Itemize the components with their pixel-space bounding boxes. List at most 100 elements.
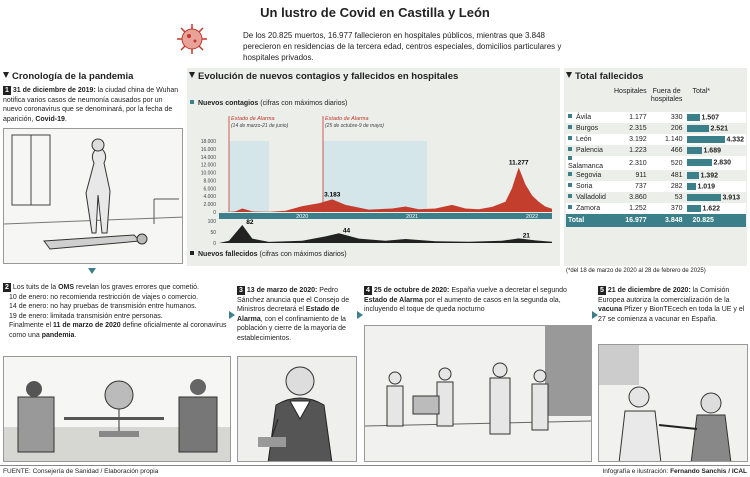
total-bar (686, 193, 721, 201)
row-marker (568, 147, 572, 151)
fuera-value: 481 (670, 172, 683, 179)
y-tick-label: 2.000 (203, 202, 216, 208)
total-row: Palencia 1.223 466 1.689 (566, 145, 746, 156)
total-row: Segovia 911 481 1.392 (566, 170, 746, 181)
prov-name: Valladolid (566, 192, 612, 203)
fuera-value: 520 (670, 159, 683, 167)
total-value: 1.019 (697, 183, 715, 191)
arrow-icon (229, 311, 235, 319)
total-value: 1.507 (701, 114, 719, 122)
peak-label: 11.277 (509, 160, 529, 167)
row-marker (568, 114, 572, 118)
y-tick-label: 16.000 (201, 147, 217, 153)
prov-name: Soria (566, 181, 612, 192)
footer-source: FUENTE: Consejería de Sanidad / Elaborac… (3, 468, 159, 475)
peak-label: 3.183 (324, 191, 341, 198)
hosp-value: 737 (635, 183, 647, 190)
item1-text: 1 31 de diciembre de 2019: la ciudad chin… (3, 86, 179, 123)
alarm-label: Estado de Alarma (325, 116, 369, 122)
total-sum-row: Total 16.977 3.848 20.825 (566, 214, 746, 227)
y-tick-label: 0 (213, 241, 216, 247)
hosp-value: 3.192 (629, 136, 647, 143)
total-bar (686, 135, 725, 143)
alarm-band-1 (229, 141, 269, 212)
total-row: Valladolid 3.860 53 3.913 (566, 192, 746, 203)
total-value: 2.830 (713, 159, 731, 167)
triangle-icon (3, 72, 9, 78)
total-row: León 3.192 1.140 4.332 (566, 134, 746, 145)
total-bar (686, 182, 696, 190)
item2-text: 2 Los tuits de la OMS revelan los graves … (3, 283, 227, 339)
total-row: Zamora 1.252 370 1.622 (566, 203, 746, 214)
total-bar (686, 204, 701, 212)
illustration-sanchez (237, 356, 357, 462)
y-tick-label: 12.000 (201, 163, 217, 169)
total-row: Ávila 1.177 330 1.507 (566, 112, 746, 123)
total-value: 1.689 (703, 147, 721, 155)
alarm-band-2 (323, 141, 427, 212)
triangle-icon (566, 72, 572, 78)
year-label: 2020 (296, 214, 308, 220)
hosp-value: 2.310 (629, 159, 647, 167)
y-tick-label: 6.000 (203, 186, 216, 192)
hosp-value: 3.860 (629, 194, 647, 201)
total-value: 2.521 (710, 125, 728, 133)
total-value: 1.392 (700, 172, 718, 180)
alarm-dates: (14 de marzo-21 de junio) (231, 123, 289, 129)
hosp-value: 1.177 (629, 114, 647, 121)
prov-name: Ávila (566, 112, 612, 123)
contagios-area (219, 167, 552, 212)
alarm-dates: (25 de octubre-9 de mayo) (325, 123, 384, 129)
year-label: 2022 (526, 214, 538, 220)
peak-label: 21 (523, 232, 531, 239)
item4-text: 4 25 de octubre de 2020: España vuelve a … (364, 286, 567, 313)
peak-label: 82 (246, 219, 254, 226)
y-tick-label: 0 (213, 210, 216, 216)
row-marker (568, 172, 572, 176)
total-panel (564, 68, 747, 266)
total-bar (686, 159, 712, 167)
item3-text: 3 13 de marzo de 2020: Pedro Sánchez anun… (237, 286, 350, 342)
prov-name: León (566, 134, 612, 145)
page-title: Un lustro de Covid en Castilla y León (260, 5, 490, 20)
total-heading: Total fallecidos (566, 71, 643, 82)
y-tick-label: 50 (210, 230, 216, 236)
row-marker (568, 205, 572, 209)
prov-name: Segovia (566, 170, 612, 181)
total-row: Soria 737 282 1.019 (566, 181, 746, 192)
y-tick-label: 14.000 (201, 155, 217, 161)
col-total: Total* (692, 88, 711, 95)
hosp-value: 1.252 (629, 205, 647, 212)
y-tick-label: 4.000 (203, 194, 216, 200)
fallecidos-area (219, 225, 552, 243)
fuera-value: 370 (670, 205, 683, 212)
illustration-vacuna (598, 344, 748, 462)
total-bar (686, 113, 700, 121)
fuera-value: 1.140 (664, 136, 683, 143)
item5-text: 5 21 de diciembre de 2020: la Comisión Eu… (598, 286, 745, 323)
hosp-value: 911 (635, 172, 647, 179)
footer-divider (0, 465, 750, 466)
fuera-value: 466 (670, 147, 683, 154)
legend-swatch (190, 251, 194, 255)
total-value: 1.622 (702, 205, 720, 213)
y-tick-label: 18.000 (201, 139, 217, 145)
peak-label: 44 (343, 227, 351, 234)
triangle-icon (189, 72, 195, 78)
total-footnote: (*del 18 de marzo de 2020 al 28 de febre… (566, 268, 706, 274)
y-tick-label: 8.000 (203, 178, 216, 184)
cronologia-heading: Cronología de la pandemia (3, 71, 133, 82)
col-fuera: Fuera de hospitales (650, 88, 683, 103)
arrow-down-icon (88, 268, 96, 274)
arrow-icon (357, 311, 363, 319)
illustration-oms (3, 356, 231, 462)
y-tick-label: 10.000 (201, 171, 217, 177)
prov-name: Salamanca (566, 156, 612, 170)
hosp-value: 2.315 (629, 125, 647, 132)
total-bar (686, 171, 699, 179)
row-marker (568, 183, 572, 187)
hosp-value: 1.223 (629, 147, 647, 154)
row-marker (568, 136, 572, 140)
alarm-label: Estado de Alarma (231, 116, 275, 122)
